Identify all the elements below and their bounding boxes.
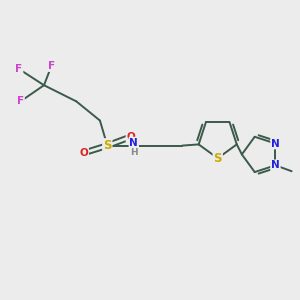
Text: F: F [17,96,24,106]
Text: N: N [271,160,280,170]
Text: S: S [214,152,222,165]
Text: F: F [48,61,55,71]
Text: N: N [271,139,280,148]
Text: F: F [15,64,22,74]
Text: O: O [80,148,88,158]
Text: H: H [130,148,138,157]
Text: S: S [103,139,112,152]
Text: O: O [127,132,135,142]
Text: N: N [129,138,138,148]
